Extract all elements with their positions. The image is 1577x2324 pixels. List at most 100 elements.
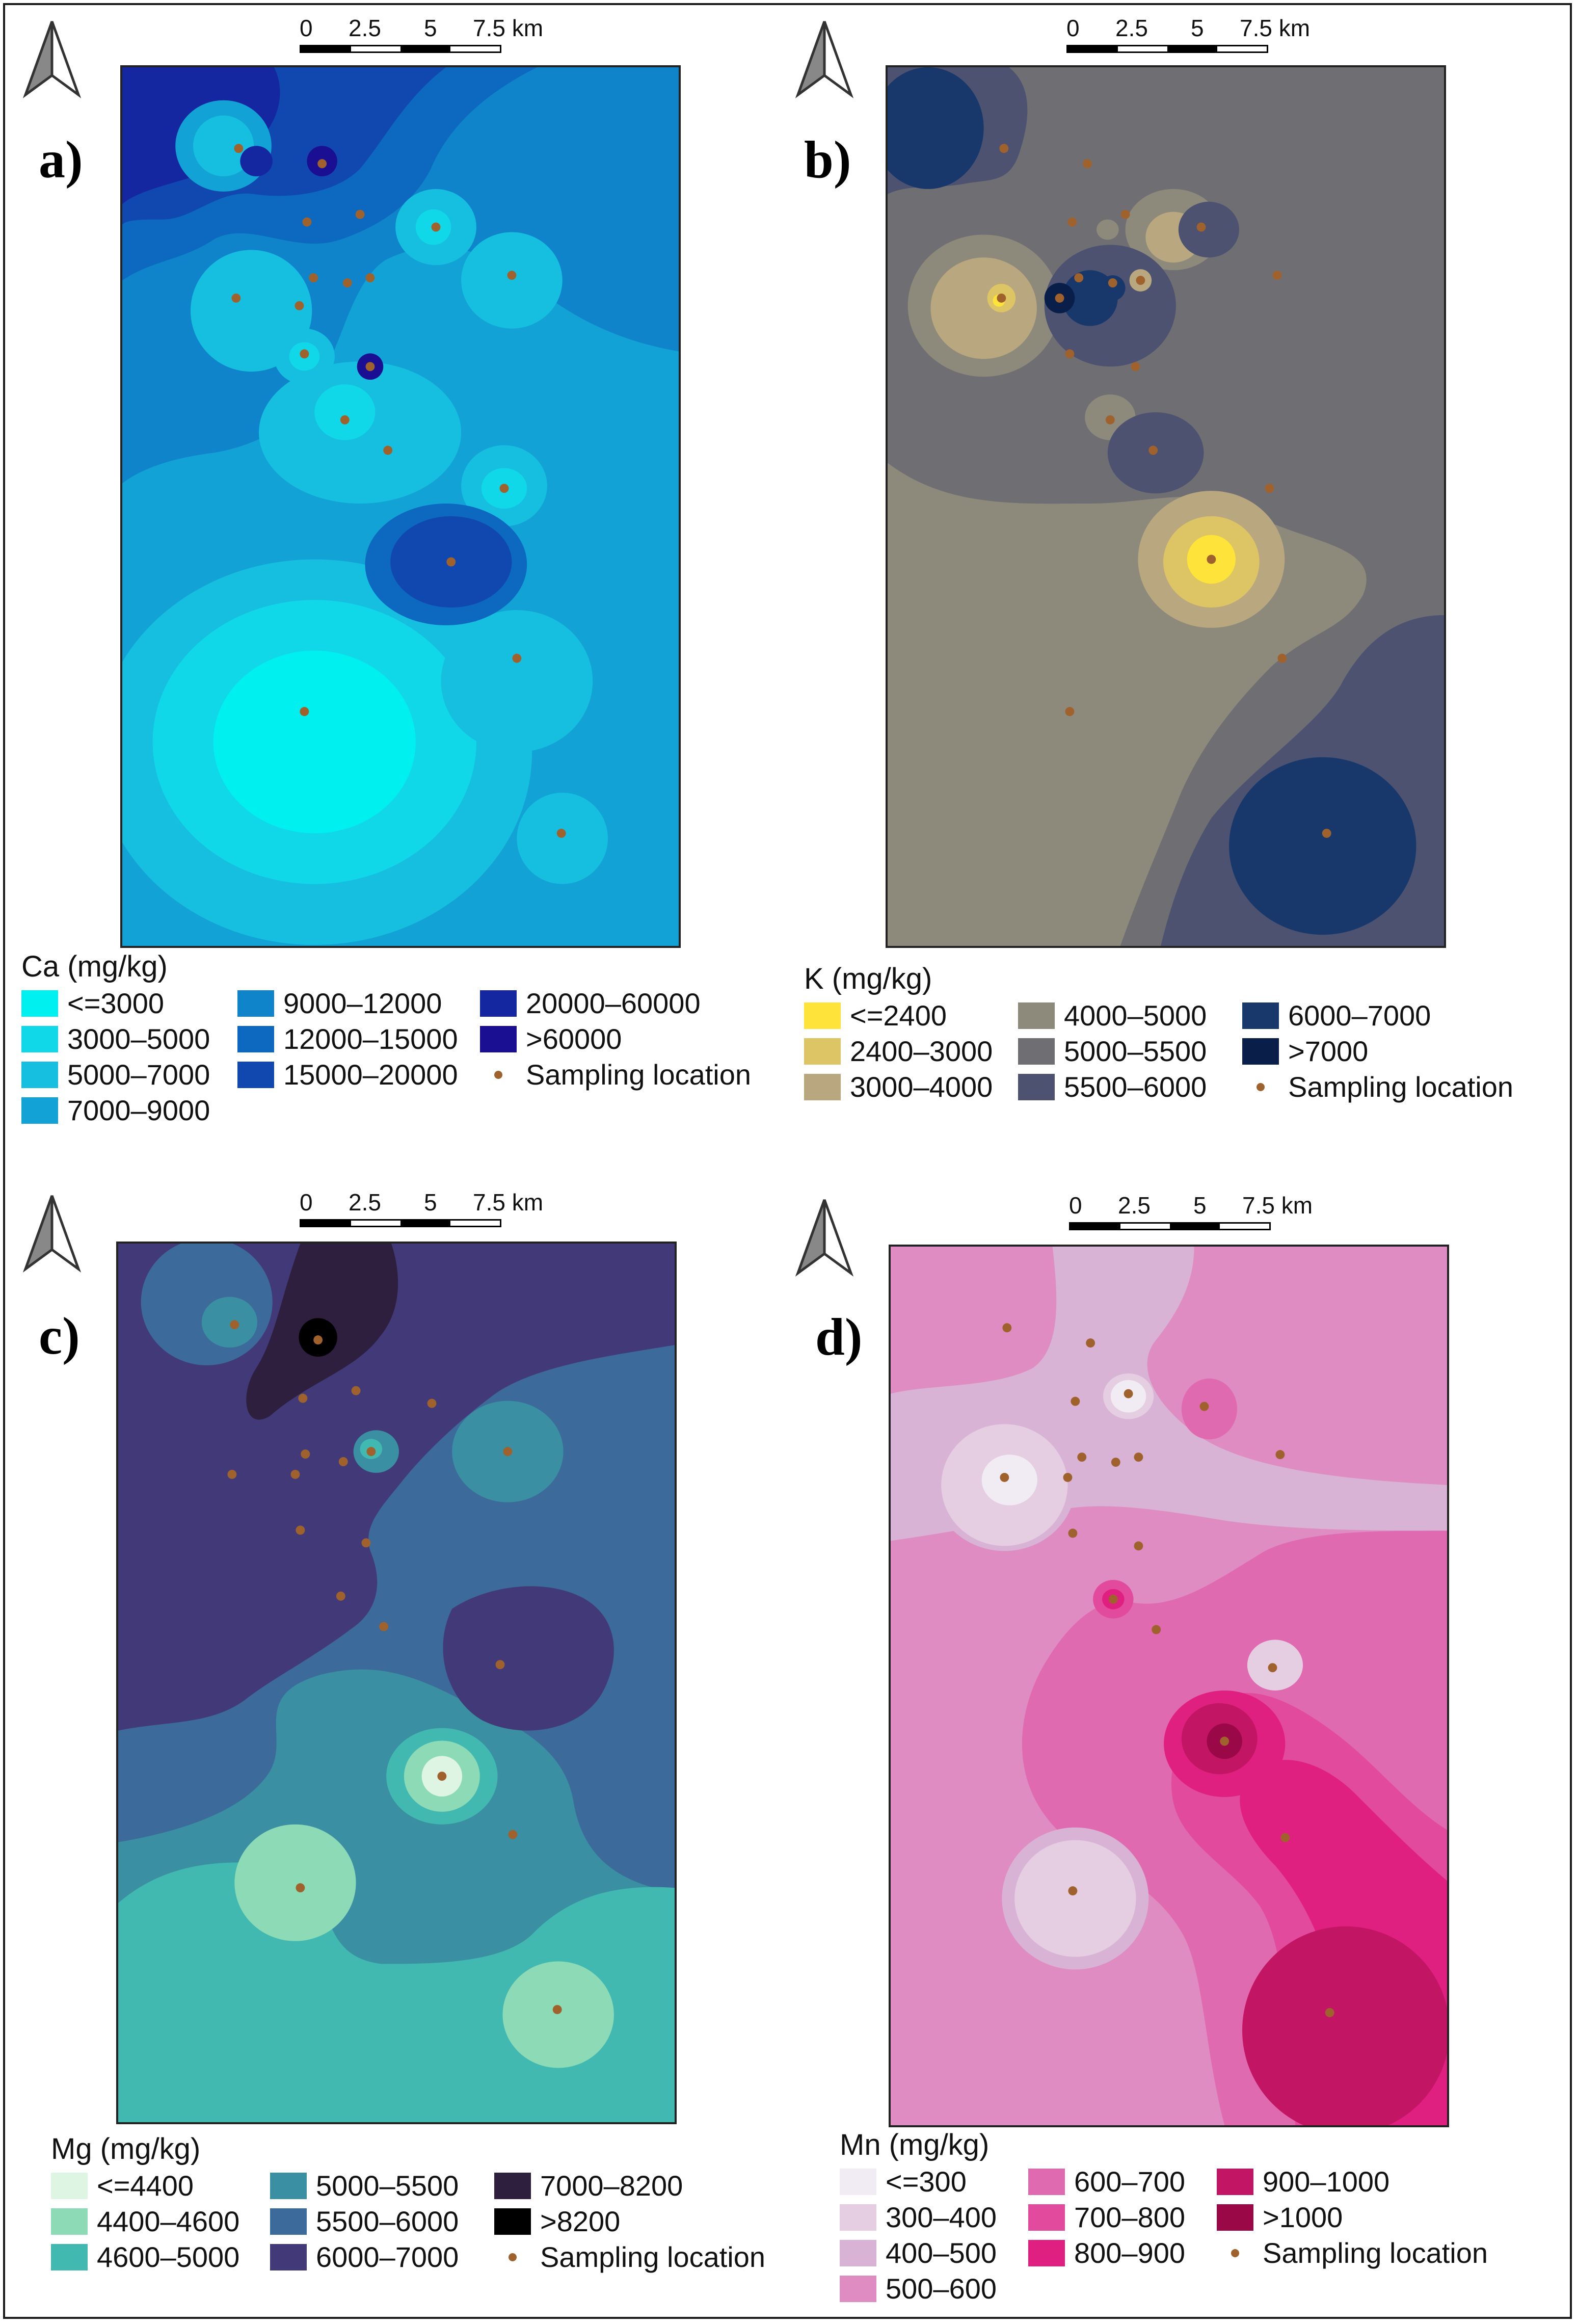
panel-label-b: b) [804,130,851,189]
legend-item: 4000–5000 [1018,999,1207,1032]
legend-item: 9000–12000 [237,987,442,1020]
legend-swatch [1242,1002,1279,1029]
mg-legend: Mg (mg/kg) <=4400 4400–4600 4600–5000 50… [51,2134,785,2318]
legend-title: Mg (mg/kg) [51,2132,201,2165]
legend-swatch [1242,1038,1279,1065]
legend-item: >8200 [494,2205,620,2238]
legend-swatch [480,1025,517,1052]
scale-label-2-5: 2.5 [1118,1192,1151,1219]
legend-item: 20000–60000 [480,987,701,1020]
scale-label-7-5-km: 7.5 km [1240,15,1311,41]
legend-item: 700–800 [1028,2201,1185,2234]
legend-item: 5500–6000 [1018,1070,1207,1103]
legend-item: 900–1000 [1217,2165,1389,2198]
north-arrow-icon [794,1197,855,1278]
scale-label-2-5: 2.5 [349,1189,381,1216]
legend-item: 2400–3000 [804,1035,993,1068]
scale-bar: 0 2.5 5 7.5 km [300,14,543,55]
legend-title: K (mg/kg) [804,962,932,995]
legend-swatch [1217,2204,1253,2231]
legend-swatch [804,1073,841,1100]
legend-item: 5000–5500 [270,2169,459,2202]
scale-label-7-5-km: 7.5 km [473,15,544,41]
legend-swatch [840,2168,876,2195]
legend-swatch [840,2239,876,2266]
sampling-dot-icon [494,2244,531,2270]
legend-item: 5000–5500 [1018,1035,1207,1068]
panel-a: 0 2.5 5 7.5 km [0,0,789,1142]
figure-frame [3,3,1572,2319]
legend-item: 12000–15000 [237,1022,458,1055]
legend-title: Ca (mg/kg) [21,950,168,983]
legend-item: 7000–8200 [494,2169,683,2202]
legend-item: >7000 [1242,1035,1368,1068]
panel-label-d: d) [815,1308,863,1366]
mn-legend: Mn (mg/kg) <=300 300–400 400–500 500–600… [840,2130,1573,2314]
panel-b: 0 2.5 5 7.5 km [789,0,1577,1142]
legend-item-sampling: Sampling location [494,2240,765,2274]
sampling-locations [227,1320,562,2014]
legend-swatch [1018,1002,1055,1029]
scale-label-0: 0 [1066,15,1080,41]
legend-item: 300–400 [840,2201,997,2234]
scale-label-2-5: 2.5 [349,15,381,41]
legend-swatch [494,2172,531,2199]
legend-title: Mn (mg/kg) [840,2128,990,2161]
scale-label-0: 0 [1069,1192,1082,1219]
legend-item: 5500–6000 [270,2205,459,2238]
legend-swatch [1018,1073,1055,1100]
scale-label-5: 5 [1193,1192,1207,1219]
scale-bar: 0 2.5 5 7.5 km [1069,1192,1313,1232]
k-contour-svg [888,67,1444,946]
legend-swatch [270,2208,307,2235]
legend-item: 15000–20000 [237,1058,458,1091]
legend-swatch [480,990,517,1017]
legend-swatch [270,2243,307,2270]
legend-swatch [51,2243,88,2270]
scale-label-2-5: 2.5 [1115,15,1148,41]
legend-item: <=3000 [21,987,164,1020]
legend-item: 6000–7000 [1242,999,1431,1032]
legend-swatch [840,2204,876,2231]
mn-contour-svg [891,1247,1447,2125]
sampling-dot-icon [1217,2240,1253,2266]
legend-swatch [51,2208,88,2235]
mg-map[interactable] [116,1242,677,2124]
north-arrow-icon [21,18,83,100]
legend-swatch [51,2172,88,2199]
legend-item: 4600–5000 [51,2240,239,2274]
legend-item: 7000–9000 [21,1094,210,1127]
panel-c: 0 2.5 5 7.5 km [0,1167,789,2321]
legend-swatch [1018,1038,1055,1065]
legend-item: 4400–4600 [51,2205,239,2238]
legend-item-sampling: Sampling location [1217,2236,1488,2269]
north-arrow-icon [794,18,855,100]
legend-swatch [21,990,58,1017]
legend-swatch [804,1038,841,1065]
legend-item: 6000–7000 [270,2240,459,2274]
mg-contour-svg [118,1244,675,2122]
legend-swatch [1217,2168,1253,2195]
scale-label-0: 0 [300,1189,313,1216]
legend-swatch [237,1061,274,1088]
legend-swatch [237,990,274,1017]
sampling-locations [1000,1323,1334,2017]
scale-label-0: 0 [300,15,313,41]
legend-swatch [1028,2168,1065,2195]
legend-item: 5000–7000 [21,1058,210,1091]
legend-item: 3000–5000 [21,1022,210,1055]
k-map[interactable] [886,65,1446,948]
scale-label-7-5-km: 7.5 km [1242,1192,1313,1219]
mn-map[interactable] [889,1245,1449,2127]
sampling-dot-icon [1242,1074,1279,1100]
legend-item: <=2400 [804,999,947,1032]
legend-item: <=4400 [51,2169,194,2202]
ca-contour-svg [122,67,679,946]
scale-bar: 0 2.5 5 7.5 km [300,1189,543,1229]
legend-item: 800–900 [1028,2236,1185,2269]
legend-swatch [840,2275,876,2302]
legend-item-sampling: Sampling location [1242,1070,1513,1103]
ca-map[interactable] [120,65,681,948]
scale-label-5: 5 [424,1189,437,1216]
legend-swatch [1028,2204,1065,2231]
